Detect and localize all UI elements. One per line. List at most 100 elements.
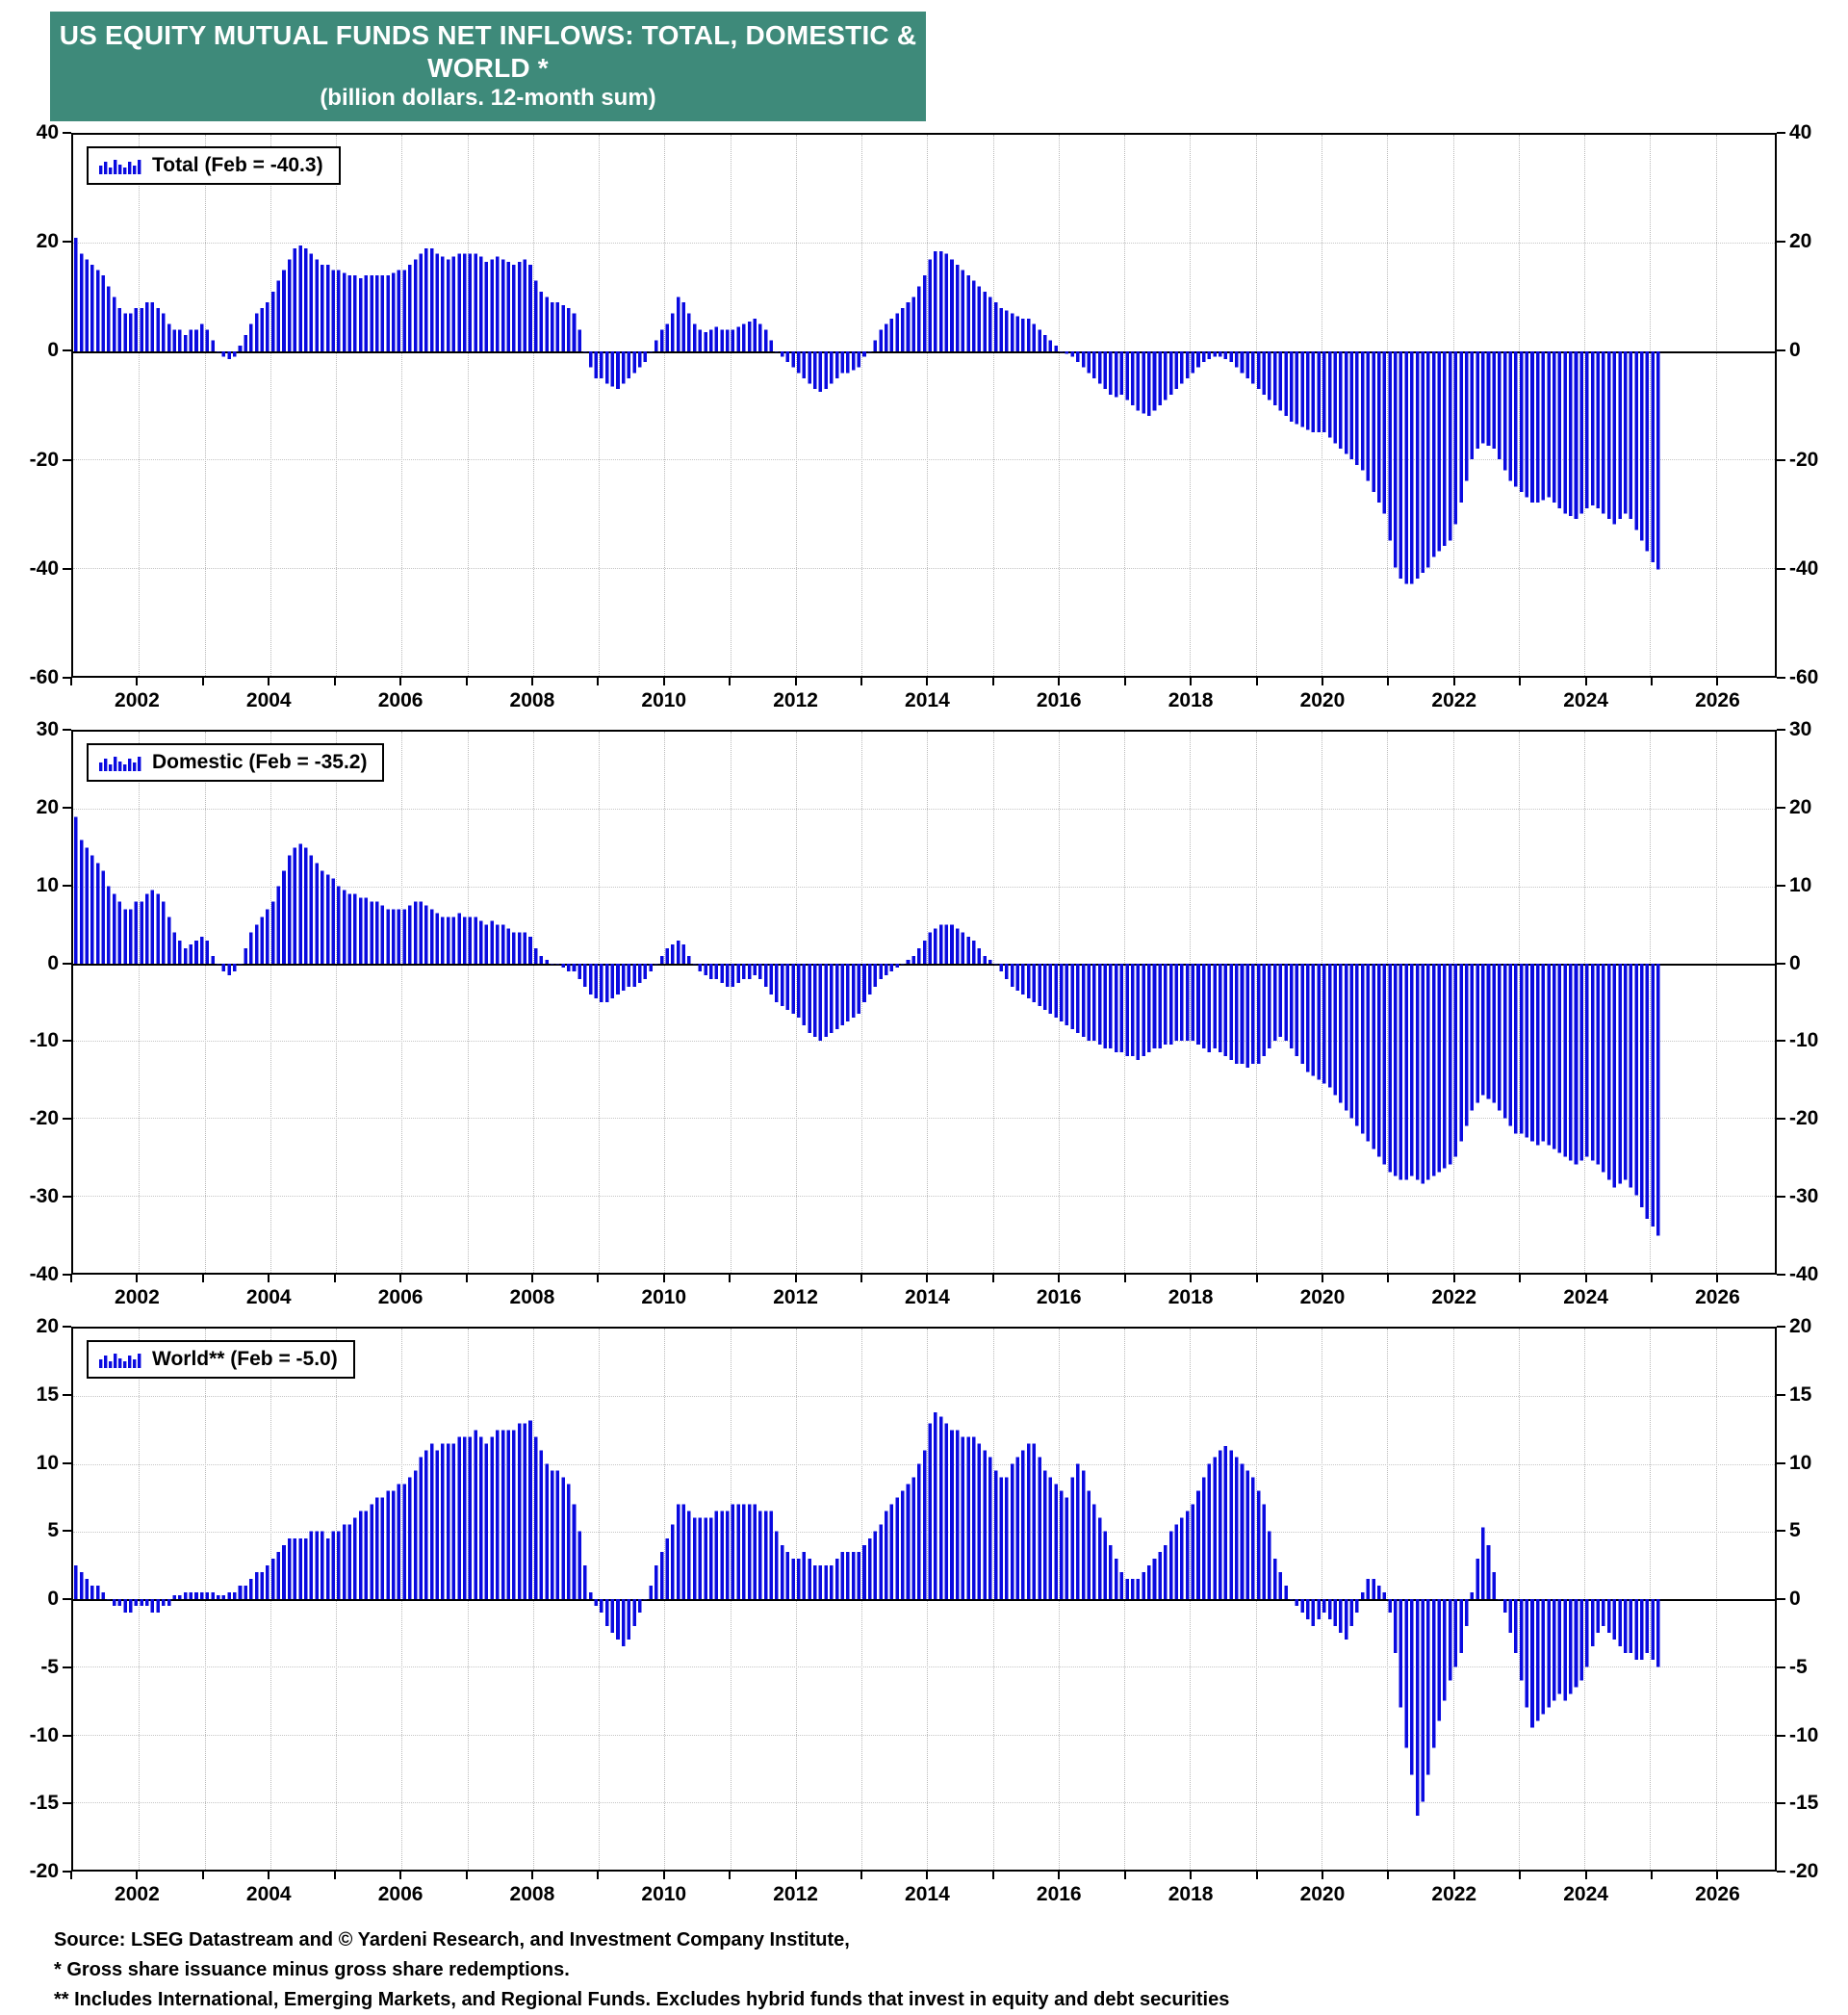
bar [183, 947, 188, 964]
x-tick-mark [729, 1275, 732, 1282]
y-tick-label: -20 [29, 448, 59, 471]
x-tick-label: 2020 [1299, 689, 1346, 711]
bar [934, 928, 937, 964]
y-tick-mark [63, 1530, 71, 1533]
footer: Source: LSEG Datastream and © Yardeni Re… [54, 1925, 1833, 2015]
bar [1076, 963, 1080, 1034]
x-tick-mark [399, 678, 402, 685]
x-tick-label: 2022 [1431, 1883, 1477, 1905]
bar [1333, 963, 1337, 1096]
bar [172, 932, 177, 964]
bar [260, 1571, 265, 1599]
bar [1552, 350, 1556, 504]
bar [600, 1599, 603, 1614]
bar [763, 329, 768, 351]
bar [681, 943, 686, 964]
bar [462, 1436, 467, 1599]
bar [364, 1511, 369, 1599]
bar [1158, 350, 1162, 405]
bar [1278, 350, 1283, 411]
bar [780, 1544, 784, 1599]
bar [676, 297, 680, 351]
bar [244, 947, 247, 964]
bar [1229, 350, 1233, 363]
x-tick-mark [1651, 1872, 1653, 1879]
bar [818, 963, 823, 1042]
bar [627, 350, 631, 378]
bar [545, 959, 549, 964]
y-tick-mark [1777, 241, 1785, 244]
bar [621, 1599, 626, 1647]
bar [205, 1591, 210, 1599]
bar [1213, 963, 1217, 1049]
bar [1300, 350, 1304, 427]
plot-area-total: Total (Feb = -40.3) [71, 133, 1777, 678]
bar [1196, 963, 1200, 1046]
y-axis-left-world: 20 15 10 5 0 -5 -10 -15 -20 [15, 1315, 71, 1882]
bar [523, 932, 527, 964]
x-tick-mark [136, 1275, 139, 1282]
x-tick-label: 2010 [641, 1883, 687, 1905]
bar-series-domestic [74, 816, 1660, 1236]
plot-area-domestic: Domestic (Feb = -35.2) [71, 730, 1777, 1275]
grid-line-vertical [1584, 135, 1586, 676]
bar [1376, 350, 1381, 504]
x-tick-mark [1321, 1872, 1323, 1879]
bar [205, 940, 210, 964]
bar [1289, 350, 1294, 422]
x-tick-mark [926, 1275, 929, 1282]
bar [1005, 963, 1009, 979]
bar [1453, 350, 1458, 525]
bar [769, 340, 774, 351]
bar [1109, 350, 1113, 395]
y-tick-mark [1777, 1666, 1785, 1668]
bar [1585, 963, 1589, 1157]
bar [704, 963, 707, 975]
grid-line-vertical [204, 135, 206, 676]
bar [1164, 963, 1168, 1046]
x-tick-label: 2004 [245, 689, 292, 711]
grid-line-horizontal [73, 1801, 1775, 1803]
bar [474, 253, 477, 351]
bar [1300, 963, 1304, 1065]
grid-line-vertical [139, 135, 141, 676]
grid-line-horizontal [73, 1666, 1775, 1668]
bar [692, 323, 697, 351]
bar [260, 307, 265, 351]
bar [128, 313, 133, 351]
bar [140, 901, 143, 964]
bar [474, 917, 477, 964]
bar [1525, 350, 1529, 498]
x-tick-label: 2002 [115, 689, 160, 711]
bar [1541, 350, 1546, 501]
y-axis-left-domestic: 30 20 10 0 -10 -20 -30 -40 [15, 718, 71, 1285]
bar [199, 323, 204, 351]
bar [681, 1504, 686, 1599]
bar [156, 307, 160, 351]
bar [928, 259, 933, 351]
bar [276, 886, 281, 964]
bar [1114, 1558, 1118, 1599]
bar [1032, 963, 1037, 1002]
bar [446, 1443, 450, 1599]
bar [643, 963, 648, 979]
bar [1103, 963, 1108, 1049]
bar [287, 855, 292, 964]
bar [1535, 1599, 1540, 1721]
bar [374, 901, 379, 964]
bar [588, 350, 593, 368]
bar [1629, 350, 1633, 520]
y-tick-mark [1777, 1461, 1785, 1464]
y-tick-mark [1777, 567, 1785, 570]
bar [1372, 1578, 1375, 1599]
y-tick-label: -10 [29, 1723, 59, 1746]
bar [1152, 350, 1157, 411]
bar [704, 1517, 707, 1599]
bar [1606, 350, 1611, 520]
bar [1486, 963, 1491, 1099]
bar [901, 963, 905, 965]
bar [687, 313, 691, 351]
bar [95, 270, 100, 351]
bar [911, 297, 915, 351]
bar [1021, 963, 1025, 995]
